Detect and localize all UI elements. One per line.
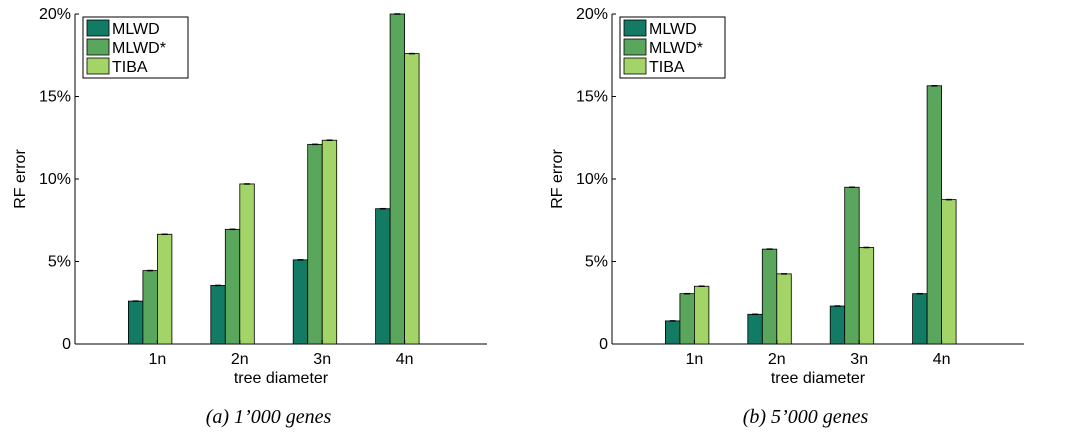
x-axis-label: tree diameter [771,370,866,387]
bar-mlwd-1n [664,320,681,345]
legend-label-mlwd-star: MLWD* [112,40,166,57]
legend-swatch-tiba [86,57,110,75]
chart-svg-b: 0 5% 10% 15% 20% 1n 2n 3n 4n tree diameter RF erro… [549,6,1024,387]
chart-caption-a: (a) 1’000 genes [205,406,332,428]
bar-mlwd-4n [375,208,391,345]
bar-tiba-2n [776,273,792,345]
legend-swatch-mlwd-star [86,38,110,56]
y-tick-label-0: 0 [599,336,608,353]
bar-mlwd-1n [127,300,144,345]
bar-mlwd-2n [210,285,226,345]
bar-tiba-4n [404,53,420,345]
legend-label-mlwd-star: MLWD* [649,40,703,57]
bar-tiba-4n [941,199,957,345]
x-tick-label-3n: 3n [313,351,331,368]
chart-svg-a: 0 5% 10% 15% 20% 1n 2n 3n 4n tree diameter RF erro… [12,6,487,387]
x-tick-label-2n: 2n [231,351,249,368]
x-tick-label-2n: 2n [768,351,786,368]
x-tick-label-3n: 3n [850,351,868,368]
y-tick-label-0: 0 [62,336,71,353]
y-tick-label-15: 15% [576,89,608,106]
y-axis-label: RF error [549,149,566,209]
bar-mlwd-star-4n [926,85,943,345]
bar-mlwd-star-4n [389,13,406,345]
chart-caption-b: (b) 5’000 genes [742,406,869,428]
legend-label-tiba: TIBA [649,59,685,76]
legend-swatch-mlwd [86,19,110,37]
legend-label-mlwd: MLWD [649,21,697,38]
bar-mlwd-star-3n [307,143,323,345]
legend-swatch-tiba [623,57,647,75]
y-tick-label-10: 10% [39,171,71,188]
legend-swatch-mlwd [623,19,647,37]
bar-tiba-1n [156,233,173,345]
legend-label-tiba: TIBA [112,59,148,76]
x-axis-label: tree diameter [234,370,329,387]
bar-mlwd-star-2n [224,228,241,345]
y-tick-label-5: 5% [585,254,608,271]
bar-mlwd-3n [829,305,846,345]
y-tick-label-5: 5% [48,254,71,271]
bar-mlwd-star-3n [844,186,860,345]
y-tick-label-10: 10% [576,171,608,188]
x-tick-label-1n: 1n [149,351,167,368]
bar-mlwd-star-2n [761,248,778,345]
x-tick-label-4n: 4n [396,351,414,368]
legend-swatch-mlwd-star [623,38,647,56]
bar-mlwd-star-1n [142,270,158,345]
y-tick-label-15: 15% [39,89,71,106]
bar-tiba-2n [239,183,255,345]
bar-tiba-3n [321,139,338,345]
bar-tiba-1n [693,285,710,345]
legend-label-mlwd: MLWD [112,21,160,38]
y-axis-label: RF error [12,149,29,209]
bar-mlwd-3n [292,259,309,345]
x-tick-label-1n: 1n [686,351,704,368]
bar-tiba-3n [858,247,875,345]
bar-mlwd-star-1n [679,293,695,345]
y-tick-label-20: 20% [576,6,608,23]
y-tick-label-20: 20% [39,6,71,23]
chart-panel-a: 0 5% 10% 15% 20% 1n 2n 3n 4n tree diameter RF erro… [0,0,537,436]
bar-mlwd-2n [747,313,763,345]
x-tick-label-4n: 4n [933,351,951,368]
chart-panel-b: 0 5% 10% 15% 20% 1n 2n 3n 4n tree diameter RF erro… [537,0,1074,436]
bar-mlwd-4n [912,293,928,345]
